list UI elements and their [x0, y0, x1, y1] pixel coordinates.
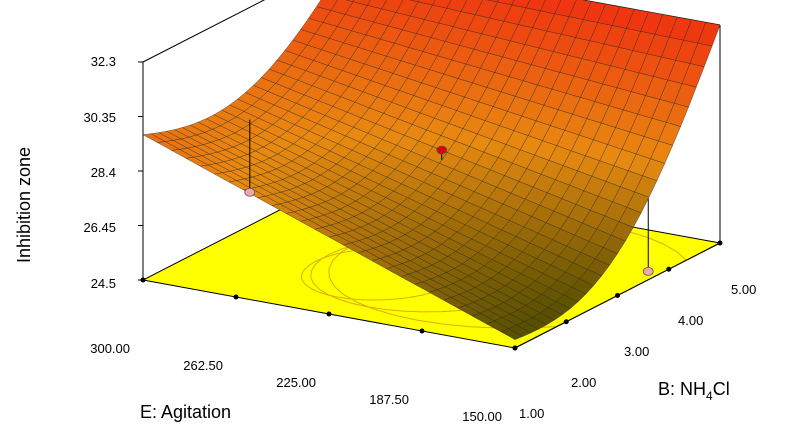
y-tick-label: 2.00	[571, 375, 596, 390]
x-tick-label: 150.00	[462, 409, 502, 424]
z-tick-label: 24.5	[91, 276, 116, 291]
design-points	[244, 119, 654, 276]
y-tick-mark	[717, 240, 723, 246]
x-tick-label: 187.50	[369, 392, 409, 407]
surface-facet	[446, 0, 468, 12]
y-tick-mark	[615, 293, 620, 298]
surface-facet	[497, 0, 515, 6]
x-axis-title: E: Agitation	[140, 402, 231, 422]
axis-ticks	[138, 61, 723, 351]
y-axis-title-suffix: Cl	[713, 379, 730, 399]
x-tick-label: 300.00	[90, 341, 130, 356]
y-tick-mark	[512, 345, 518, 351]
design-point	[436, 145, 448, 155]
box-edge-top-left	[142, 0, 266, 63]
surface-facet	[540, 0, 562, 14]
surface-facet	[432, 0, 452, 9]
y-axis-title-prefix: B: NH	[658, 379, 706, 399]
x-tick-mark	[326, 311, 332, 317]
y-tick-label: 1.00	[519, 406, 544, 421]
surface-facet	[487, 0, 499, 3]
x-tick-label: 262.50	[183, 358, 223, 373]
surface-facet	[525, 0, 546, 11]
z-tick-label: 30.35	[83, 110, 116, 125]
y-tick-mark	[563, 319, 569, 325]
z-tick-label: 26.45	[83, 220, 116, 235]
design-point	[244, 187, 256, 197]
z-axis-title: Inhibition zone	[14, 147, 34, 263]
response-surface	[142, 0, 721, 340]
x-tick-label: 225.00	[276, 375, 316, 390]
y-tick-label: 5.00	[731, 282, 756, 297]
surface-facet	[316, 0, 338, 11]
x-tick-mark	[233, 294, 239, 300]
y-axis-title-subscript: 4	[706, 389, 713, 403]
y-tick-label: 4.00	[678, 313, 703, 328]
surface-facet	[345, 0, 355, 2]
surface-facet	[352, 0, 371, 6]
y-axis-title: B: NH4Cl	[658, 379, 730, 403]
surface-facet	[381, 0, 404, 13]
design-point	[642, 266, 654, 276]
x-tick-mark	[419, 328, 425, 334]
surface-facet	[417, 0, 436, 6]
z-tick-label: 32.3	[91, 54, 116, 69]
surface-facet	[409, 0, 420, 3]
y-tick-mark	[666, 266, 672, 272]
y-tick-label: 3.00	[624, 344, 649, 359]
x-tick-mark	[140, 277, 146, 283]
surface-facet	[367, 0, 387, 10]
z-tick-label: 28.4	[91, 165, 116, 180]
surface-facet	[511, 0, 530, 8]
